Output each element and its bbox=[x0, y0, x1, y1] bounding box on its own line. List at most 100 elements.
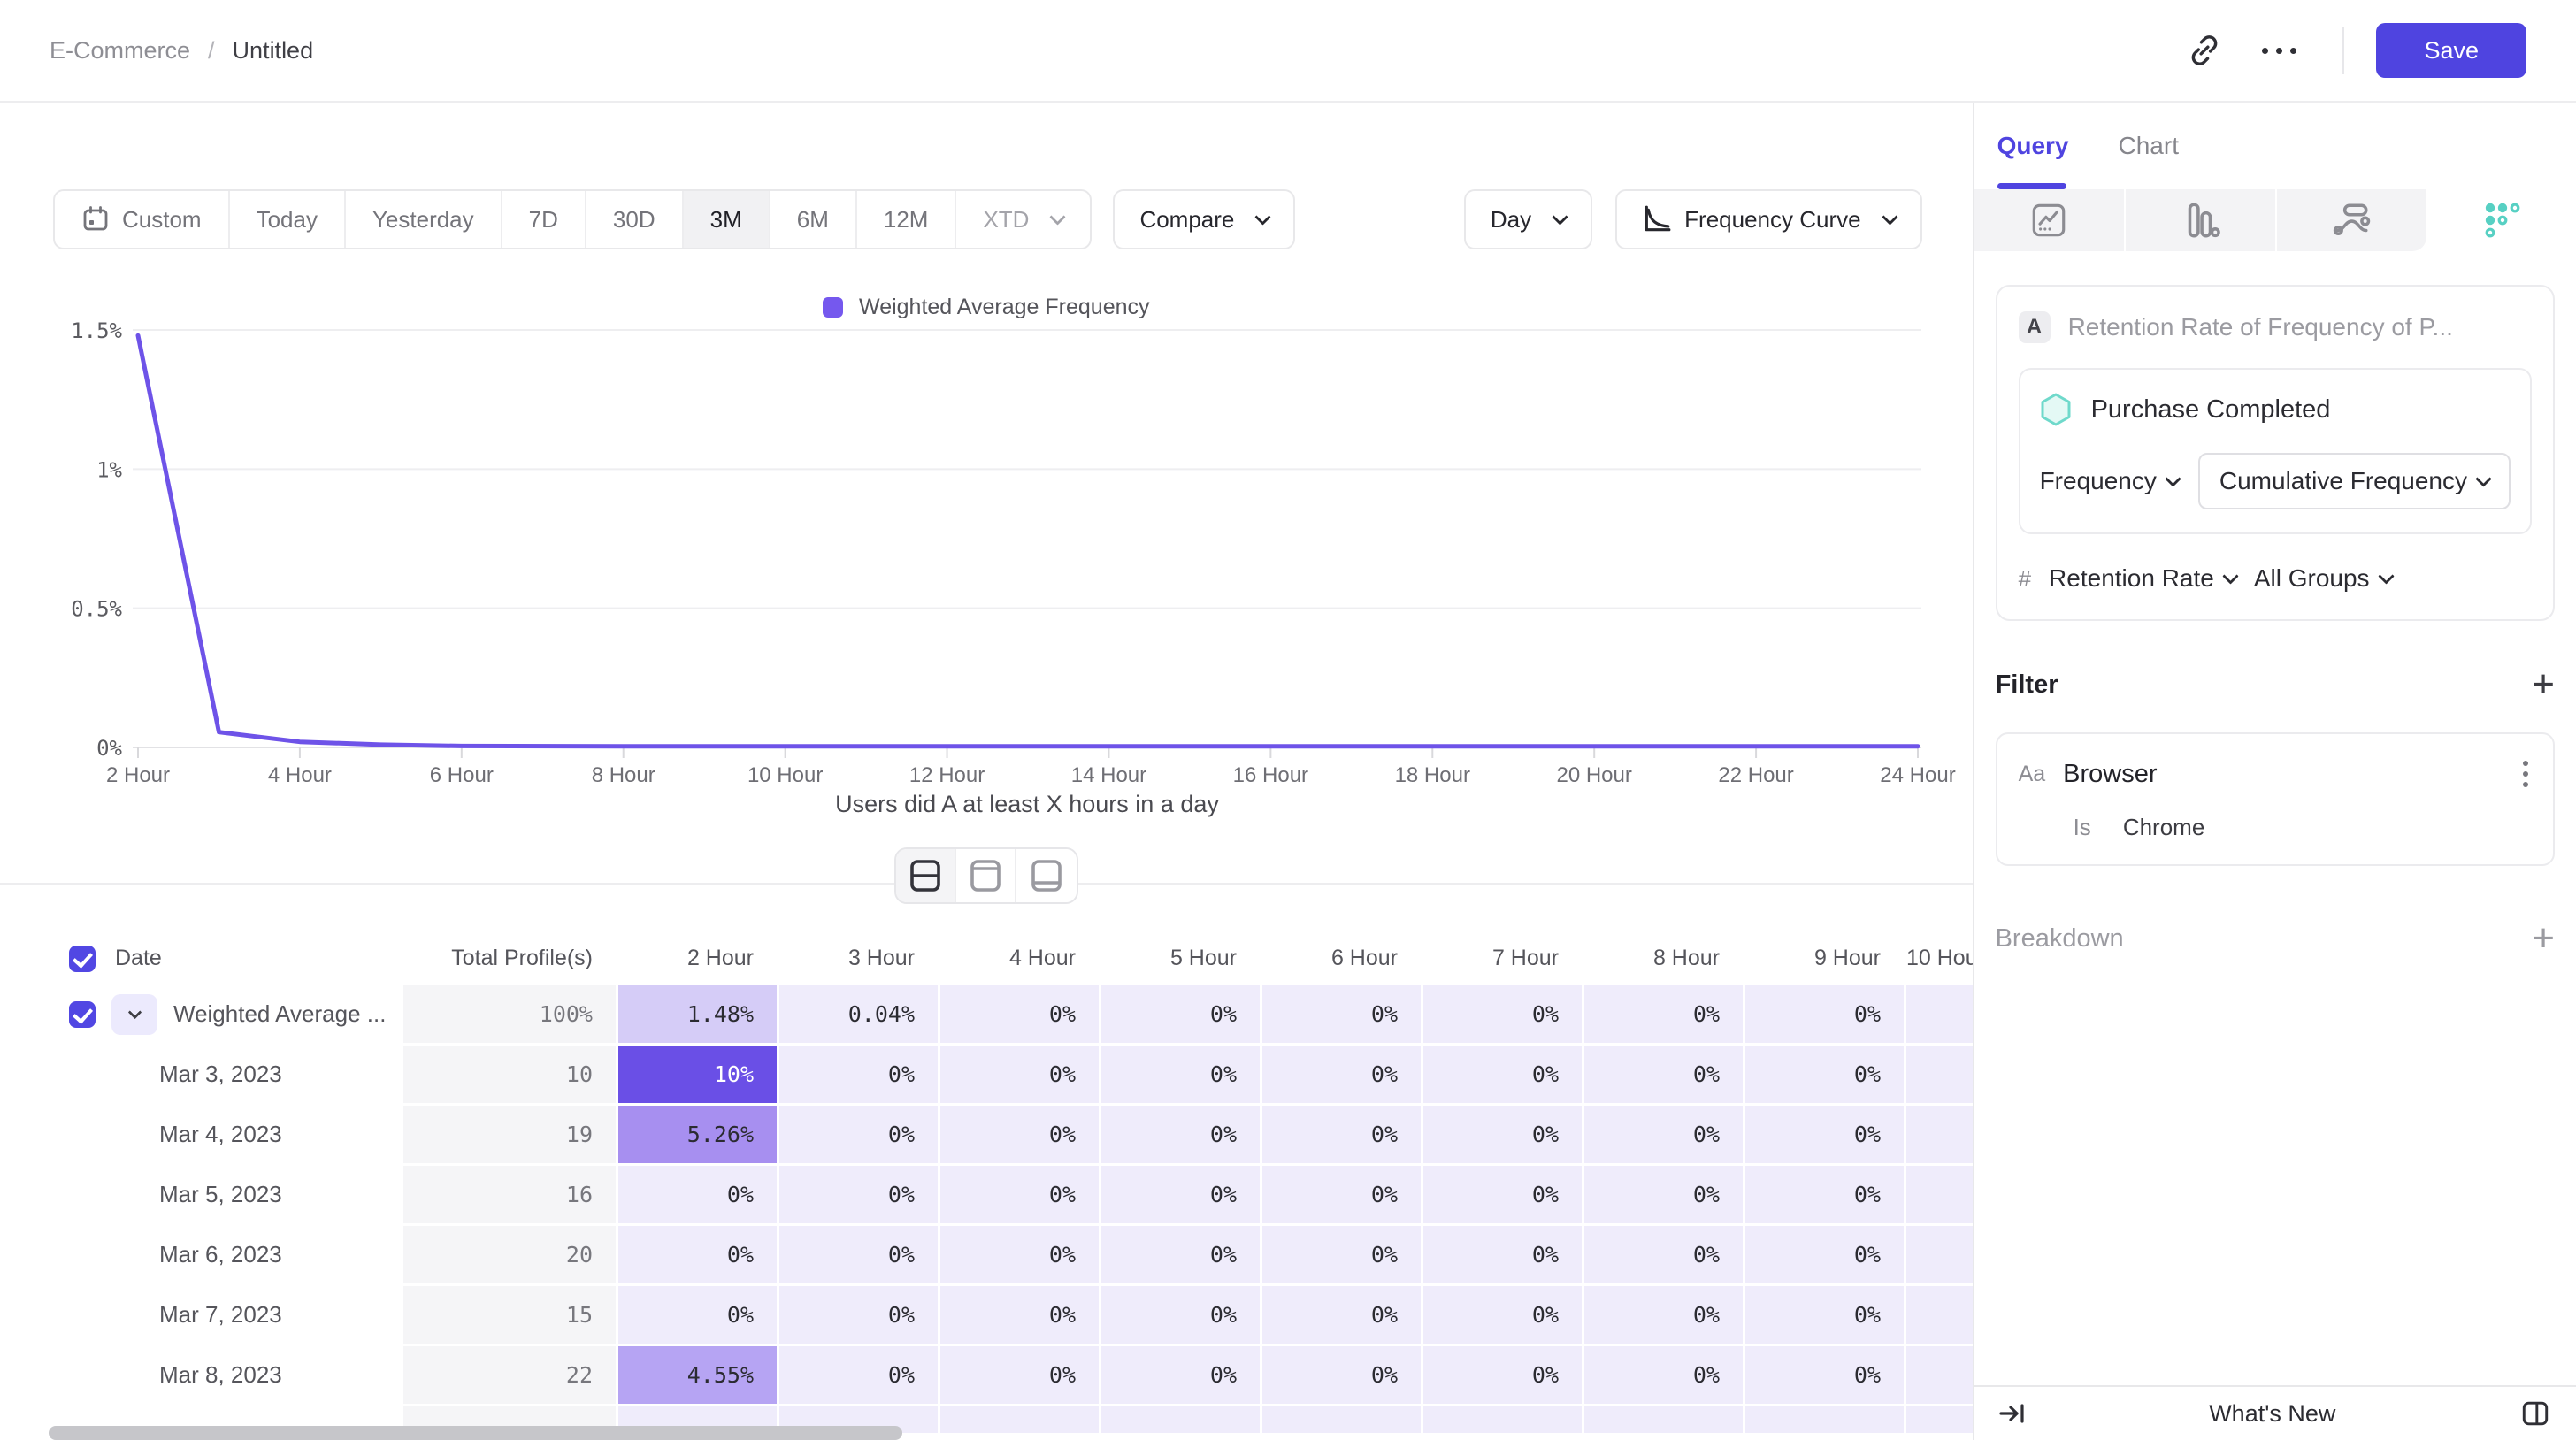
value-cell[interactable]: 0% bbox=[779, 1106, 938, 1163]
split-view-button[interactable] bbox=[895, 849, 956, 902]
range-12m[interactable]: 12M bbox=[857, 191, 957, 248]
value-cell[interactable]: 0% bbox=[1745, 1106, 1904, 1163]
value-cell[interactable]: 0% bbox=[1745, 985, 1904, 1043]
whats-new-link[interactable]: What's New bbox=[2209, 1399, 2336, 1427]
value-cell[interactable]: 0% bbox=[1745, 1166, 1904, 1223]
event-card[interactable]: Purchase Completed Frequency Cumulative … bbox=[2018, 368, 2532, 534]
value-cell[interactable]: 0% bbox=[1262, 1106, 1421, 1163]
value-cell[interactable]: 0% bbox=[940, 1106, 1099, 1163]
value-cell[interactable]: 5.26% bbox=[618, 1106, 777, 1163]
range-3m[interactable]: 3M bbox=[683, 191, 770, 248]
value-cell[interactable]: 0% bbox=[1262, 1346, 1421, 1404]
save-button[interactable]: Save bbox=[2376, 23, 2526, 78]
value-cell[interactable]: 0% bbox=[940, 1166, 1099, 1223]
value-cell[interactable]: 0% bbox=[1584, 1106, 1743, 1163]
range-6m[interactable]: 6M bbox=[770, 191, 857, 248]
value-cell[interactable]: 10% bbox=[618, 1046, 777, 1103]
granularity-dropdown[interactable]: Day bbox=[1463, 189, 1593, 249]
chart-type-dropdown[interactable]: Frequency Curve bbox=[1615, 189, 1922, 249]
tab-frequency[interactable] bbox=[2426, 189, 2576, 251]
value-cell[interactable]: 0% bbox=[779, 1226, 938, 1283]
value-cell[interactable]: 0% bbox=[1101, 1046, 1260, 1103]
add-breakdown-button[interactable]: + bbox=[2532, 916, 2555, 960]
breadcrumb-report-name[interactable]: Untitled bbox=[232, 36, 314, 64]
collapse-panel-icon[interactable] bbox=[1997, 1398, 2028, 1429]
value-cell[interactable]: 0% bbox=[1262, 1166, 1421, 1223]
range-7d[interactable]: 7D bbox=[502, 191, 586, 248]
breadcrumb-project[interactable]: E-Commerce bbox=[50, 36, 191, 64]
table-row[interactable]: Mar 3, 2023 10 10% 0% 0% 0% 0% 0% 0% 0% bbox=[0, 1046, 1973, 1103]
table-row[interactable]: Mar 5, 2023 16 0% 0% 0% 0% 0% 0% 0% 0% bbox=[0, 1166, 1973, 1223]
value-cell[interactable]: 0% bbox=[1584, 985, 1743, 1043]
value-cell[interactable]: 0% bbox=[1423, 1106, 1582, 1163]
value-cell[interactable]: 0% bbox=[1745, 1226, 1904, 1283]
value-cell[interactable]: 0% bbox=[1423, 1226, 1582, 1283]
value-cell[interactable]: 0% bbox=[1262, 1046, 1421, 1103]
value-cell[interactable]: 0% bbox=[1745, 1346, 1904, 1404]
value-cell[interactable]: 0% bbox=[1101, 1286, 1260, 1344]
range-today[interactable]: Today bbox=[230, 191, 346, 248]
value-cell[interactable]: 0% bbox=[1745, 1046, 1904, 1103]
value-cell[interactable]: 0% bbox=[1101, 1166, 1260, 1223]
value-cell[interactable]: 0% bbox=[779, 1286, 938, 1344]
tab-line-chart[interactable] bbox=[1974, 189, 2126, 251]
frequency-dropdown[interactable]: Frequency bbox=[2040, 467, 2181, 495]
value-cell[interactable]: 0% bbox=[940, 985, 1099, 1043]
value-cell[interactable]: 0% bbox=[1584, 1226, 1743, 1283]
value-cell[interactable]: 0% bbox=[1423, 1046, 1582, 1103]
value-cell[interactable]: 0% bbox=[1262, 1286, 1421, 1344]
expand-row-button[interactable] bbox=[111, 993, 157, 1035]
value-cell[interactable]: 0% bbox=[1262, 1226, 1421, 1283]
share-link-icon[interactable] bbox=[2180, 26, 2229, 75]
chart-only-view-button[interactable] bbox=[955, 849, 1016, 902]
tab-chart[interactable]: Chart bbox=[2118, 132, 2179, 159]
value-cell[interactable]: 0% bbox=[940, 1046, 1099, 1103]
row-checkbox[interactable] bbox=[69, 1000, 96, 1028]
filter-menu-icon[interactable] bbox=[2519, 757, 2532, 791]
table-row[interactable]: Mar 8, 2023 22 4.55% 0% 0% 0% 0% 0% 0% 0% bbox=[0, 1346, 1973, 1404]
range-custom[interactable]: Custom bbox=[55, 191, 230, 248]
range-yesterday[interactable]: Yesterday bbox=[346, 191, 502, 248]
table-row[interactable]: Mar 6, 2023 20 0% 0% 0% 0% 0% 0% 0% 0% bbox=[0, 1226, 1973, 1283]
table-row[interactable]: Mar 4, 2023 19 5.26% 0% 0% 0% 0% 0% 0% 0% bbox=[0, 1106, 1973, 1163]
value-cell[interactable]: 0% bbox=[940, 1226, 1099, 1283]
value-cell[interactable]: 0% bbox=[779, 1046, 938, 1103]
value-cell[interactable]: 0% bbox=[1423, 985, 1582, 1043]
value-cell[interactable]: 0% bbox=[1584, 1166, 1743, 1223]
frequency-type-dropdown[interactable]: Cumulative Frequency bbox=[2197, 453, 2511, 509]
filter-property[interactable]: Browser bbox=[2063, 759, 2158, 788]
value-cell[interactable]: 0% bbox=[1745, 1286, 1904, 1344]
value-cell[interactable]: 0% bbox=[1262, 985, 1421, 1043]
add-filter-button[interactable]: + bbox=[2532, 663, 2555, 706]
value-cell[interactable]: 0% bbox=[1101, 985, 1260, 1043]
query-series-card[interactable]: A Retention Rate of Frequency of P... Pu… bbox=[1995, 285, 2555, 621]
tab-flows[interactable] bbox=[2276, 189, 2426, 251]
value-cell[interactable]: 0% bbox=[1423, 1286, 1582, 1344]
range-xtd[interactable]: XTD bbox=[956, 191, 1090, 248]
value-cell[interactable]: 0.04% bbox=[779, 985, 938, 1043]
frequency-chart[interactable]: 0% 0.5% 1% 1.5% 2 Hour 4 Hour 6 Hour 8 Hour 10 H… bbox=[0, 318, 1974, 831]
value-cell[interactable]: 1.48% bbox=[618, 985, 777, 1043]
table-row[interactable]: Mar 7, 2023 15 0% 0% 0% 0% 0% 0% 0% 0% bbox=[0, 1286, 1973, 1344]
value-cell[interactable]: 0% bbox=[1423, 1166, 1582, 1223]
chart-legend[interactable]: Weighted Average Frequency bbox=[0, 295, 1973, 320]
value-cell[interactable]: 0% bbox=[1101, 1346, 1260, 1404]
measure-dropdown[interactable]: Retention Rate bbox=[2049, 564, 2239, 593]
value-cell[interactable]: 0% bbox=[940, 1286, 1099, 1344]
tab-bar-chart[interactable] bbox=[2125, 189, 2277, 251]
value-cell[interactable]: 0% bbox=[1101, 1226, 1260, 1283]
table-row[interactable]: Weighted Average ... 100% 1.48% 0.04% 0% 0% 0%… bbox=[0, 985, 1973, 1043]
value-cell[interactable]: 0% bbox=[779, 1346, 938, 1404]
value-cell[interactable]: 0% bbox=[779, 1166, 938, 1223]
table-only-view-button[interactable] bbox=[1016, 849, 1077, 902]
value-cell[interactable]: 0% bbox=[1584, 1286, 1743, 1344]
horizontal-scrollbar[interactable] bbox=[49, 1426, 902, 1440]
value-cell[interactable]: 0% bbox=[1584, 1046, 1743, 1103]
select-all-checkbox[interactable] bbox=[69, 945, 96, 972]
filter-card[interactable]: Aa Browser Is Chrome bbox=[1995, 732, 2555, 866]
value-cell[interactable]: 0% bbox=[618, 1166, 777, 1223]
compare-button[interactable]: Compare bbox=[1113, 189, 1296, 249]
groups-dropdown[interactable]: All Groups bbox=[2254, 564, 2395, 593]
value-cell[interactable]: 0% bbox=[1101, 1106, 1260, 1163]
filter-value[interactable]: Chrome bbox=[2122, 814, 2205, 840]
